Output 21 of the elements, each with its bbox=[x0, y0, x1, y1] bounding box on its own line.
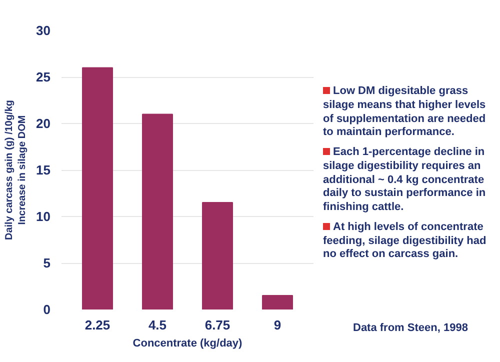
y-tick-label: 15 bbox=[36, 162, 51, 178]
bar bbox=[262, 295, 293, 310]
bar bbox=[142, 114, 173, 310]
x-tick-label: 2.25 bbox=[84, 318, 110, 332]
y-tick-label: 5 bbox=[43, 256, 51, 270]
y-axis-title: Daily carcass gain (g) /10g/kg Increase in silage DOM bbox=[4, 100, 28, 240]
x-tick-label: 6.75 bbox=[204, 318, 230, 332]
x-tick-label: 4.5 bbox=[148, 318, 167, 332]
y-tick-label: 0 bbox=[43, 302, 51, 317]
bar bbox=[202, 202, 233, 310]
text: Data from Steen, 1998 bbox=[353, 322, 469, 336]
text: Low DM digesitable grass silage means that higher levels of supplementation are needed to maintain performance. bbox=[323, 85, 487, 140]
text: Each 1-percentage decline in silage digestibility requires an additional ~ 0.4 kg concentrate daily to sustain performance in finishing cattle. bbox=[323, 146, 487, 215]
x-axis-title: Concentrate (kg/day) bbox=[132, 338, 243, 350]
text: At high levels of concentrate feeding, silage digestibility had no effect on carcass gain. bbox=[323, 220, 488, 262]
y-tick-label: 20 bbox=[36, 116, 51, 131]
bar bbox=[82, 67, 113, 310]
x-tick-label: 9 bbox=[274, 318, 282, 332]
y-tick-label: 10 bbox=[36, 209, 51, 224]
y-tick-label: 30 bbox=[36, 23, 51, 38]
y-tick-label: 25 bbox=[36, 70, 51, 84]
